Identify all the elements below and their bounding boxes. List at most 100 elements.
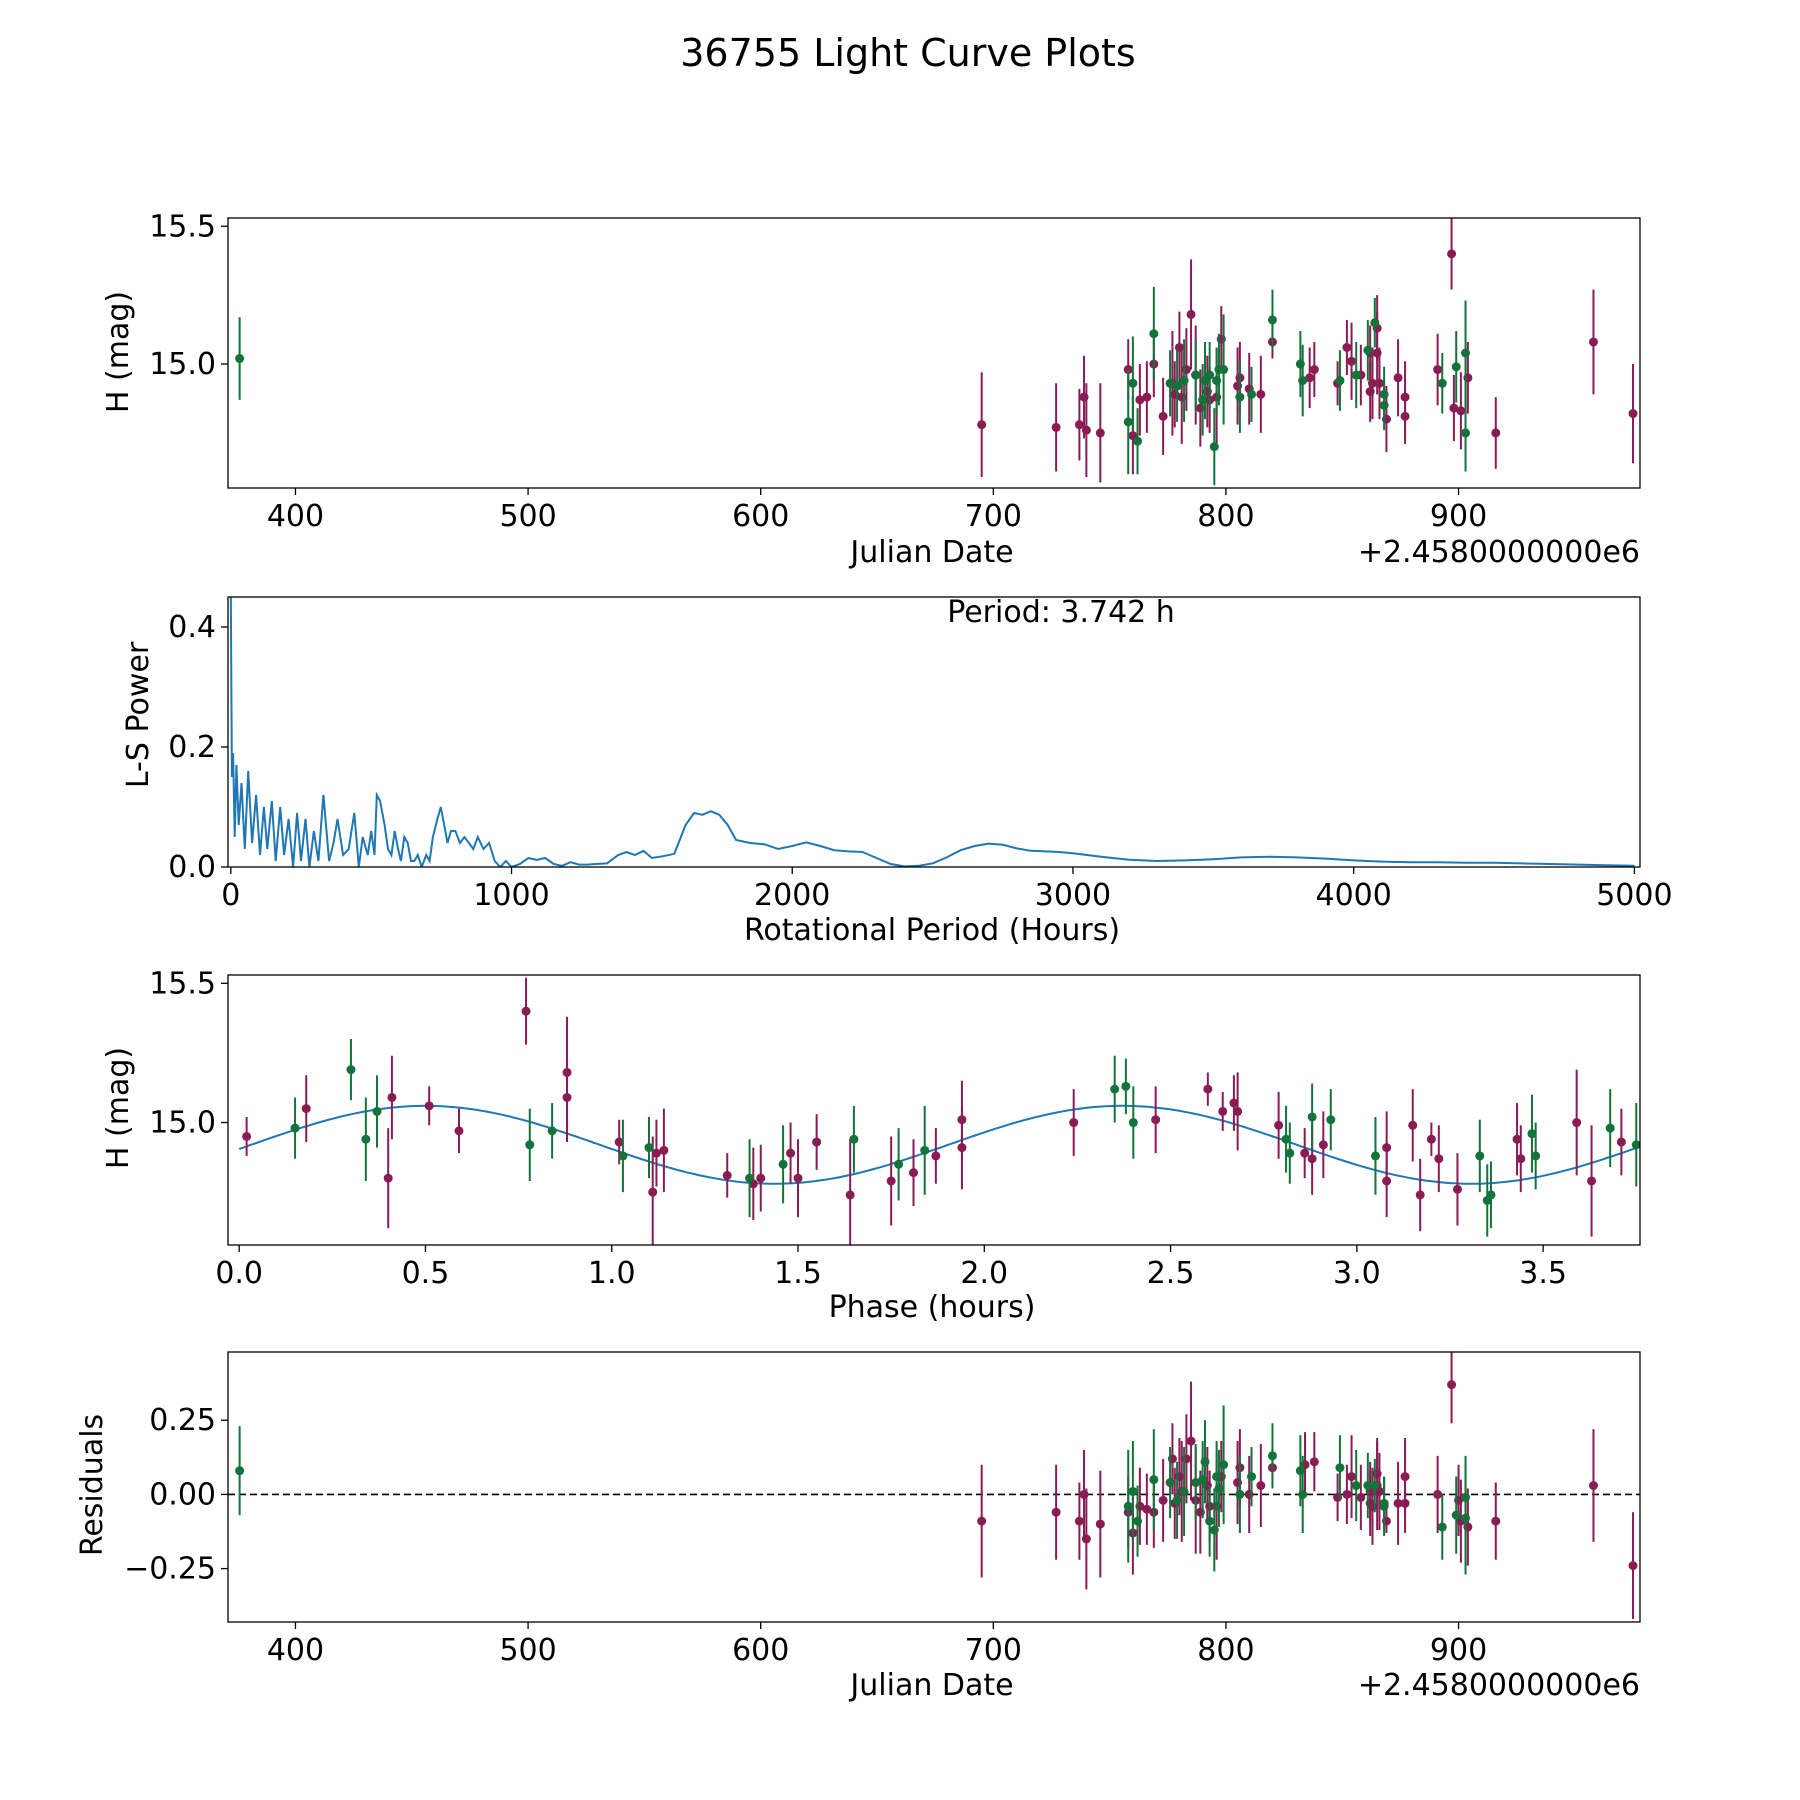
p1-plot-area xyxy=(229,597,1635,867)
p3-xtick-label: 800 xyxy=(1197,1633,1254,1668)
series_a-point xyxy=(931,1151,941,1161)
series_a-point xyxy=(1081,1534,1091,1544)
p2-xtick-label: 0.5 xyxy=(402,1256,450,1291)
series_b-point xyxy=(1123,417,1133,427)
series_b-point xyxy=(849,1134,859,1144)
series_b-point xyxy=(778,1159,788,1169)
series_b-point xyxy=(1165,378,1175,388)
series_a-point xyxy=(1408,1120,1418,1130)
series_a-point xyxy=(1374,378,1384,388)
p3-xlabel: Julian Date xyxy=(848,1668,1013,1703)
series_b-point xyxy=(1461,348,1471,358)
series_a-point xyxy=(1142,392,1152,402)
series_b-point xyxy=(1379,1501,1389,1511)
p3-ytick-label: −0.25 xyxy=(124,1552,216,1587)
series_b-point xyxy=(1461,428,1471,438)
p2-xtick-label: 1.5 xyxy=(774,1256,822,1291)
p1-annotation: Period: 3.742 h xyxy=(947,595,1175,630)
series_a-point xyxy=(1587,1176,1597,1186)
series_b-point xyxy=(1379,389,1389,399)
p2-xtick-label: 1.0 xyxy=(588,1256,636,1291)
p0-ytick-label: 15.0 xyxy=(149,347,216,382)
p3-offset-text: +2.4580000000e6 xyxy=(1358,1668,1640,1703)
series_a-point xyxy=(957,1115,967,1125)
series_a-point xyxy=(1572,1118,1582,1128)
series_b-point xyxy=(1527,1129,1537,1139)
series_a-point xyxy=(1393,1498,1403,1508)
series_a-point xyxy=(383,1173,393,1183)
series_a-point xyxy=(1174,342,1184,352)
p2-xtick-label: 2.5 xyxy=(1147,1256,1195,1291)
series_b-point xyxy=(1461,1492,1471,1502)
series_a-point xyxy=(1095,1519,1105,1529)
series_a-point xyxy=(1512,1134,1522,1144)
series_a-point xyxy=(1400,1498,1410,1508)
series_b-point xyxy=(1267,1451,1277,1461)
series_b-point xyxy=(1307,1112,1317,1122)
series_a-point xyxy=(1400,411,1410,421)
series_a-point xyxy=(977,420,987,430)
series_b-point xyxy=(1149,1475,1159,1485)
series_a-point xyxy=(1456,406,1466,416)
series_b-point xyxy=(1437,1522,1447,1532)
p0-offset-text: +2.4580000000e6 xyxy=(1358,535,1640,570)
series_a-point xyxy=(1628,409,1638,419)
p1-power-line xyxy=(229,597,1635,867)
series_a-point xyxy=(1081,425,1091,435)
series_b-point xyxy=(1179,376,1189,386)
series_a-point xyxy=(1347,1472,1357,1482)
series_b-point xyxy=(1247,1472,1257,1482)
p1-ytick-label: 0.4 xyxy=(168,610,216,645)
series_a-point xyxy=(424,1101,434,1111)
p1-xtick-label: 3000 xyxy=(1035,878,1111,913)
series_a-point xyxy=(1233,1106,1243,1116)
series_b-point xyxy=(1486,1190,1496,1200)
series_a-point xyxy=(786,1148,796,1158)
p1-xtick-label: 2000 xyxy=(754,878,830,913)
series_a-point xyxy=(793,1173,803,1183)
series_b-point xyxy=(1128,1118,1138,1128)
series_b-point xyxy=(745,1173,755,1183)
p1-ylabel: L-S Power xyxy=(121,641,156,788)
series_b-point xyxy=(372,1106,382,1116)
p2-xtick-label: 2.0 xyxy=(960,1256,1008,1291)
series_a-point xyxy=(1158,1495,1168,1505)
series_a-point xyxy=(242,1131,252,1141)
series_a-point xyxy=(1051,1507,1061,1517)
series_b-point xyxy=(361,1134,371,1144)
p0-xlabel: Julian Date xyxy=(848,535,1013,570)
series_b-point xyxy=(1451,362,1461,372)
p3-frame xyxy=(227,1351,1641,1623)
series_b-point xyxy=(1214,1483,1224,1493)
series_b-point xyxy=(1123,1501,1133,1511)
series_b-point xyxy=(547,1126,557,1136)
series_a-point xyxy=(1186,309,1196,319)
series_b-point xyxy=(1149,329,1159,339)
series_a-point xyxy=(1426,1134,1436,1144)
series_b-point xyxy=(1631,1140,1640,1150)
series_b-point xyxy=(1363,345,1373,355)
series_b-point xyxy=(1605,1123,1615,1133)
series_a-point xyxy=(1347,356,1357,366)
series_b-point xyxy=(1531,1151,1541,1161)
series_b-point xyxy=(1121,1081,1131,1091)
p0-xtick-label: 800 xyxy=(1197,499,1254,534)
series_a-point xyxy=(1069,1118,1079,1128)
series_a-point xyxy=(651,1148,661,1158)
series_b-point xyxy=(1437,378,1447,388)
series_b-point xyxy=(1235,392,1245,402)
series_a-point xyxy=(1356,1492,1366,1502)
series_a-point xyxy=(1309,365,1319,375)
series_b-point xyxy=(235,354,245,364)
p0-xtick-label: 500 xyxy=(499,499,556,534)
series_b-point xyxy=(1335,376,1345,386)
p2-xtick-label: 3.5 xyxy=(1519,1256,1567,1291)
p0-xtick-label: 700 xyxy=(965,499,1022,534)
p0-xtick-label: 900 xyxy=(1430,499,1487,534)
series_a-point xyxy=(454,1126,464,1136)
series_a-point xyxy=(1342,1489,1352,1499)
series_a-point xyxy=(1449,403,1459,413)
series_b-point xyxy=(1219,365,1229,375)
series_a-point xyxy=(1342,342,1352,352)
